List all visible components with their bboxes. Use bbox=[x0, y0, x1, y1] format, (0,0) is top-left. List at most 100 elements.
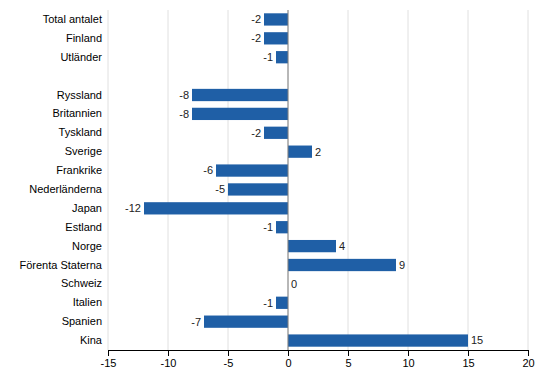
tick-label: Sverige bbox=[65, 145, 102, 157]
tick-label: Frankrike bbox=[56, 164, 102, 176]
data-label: 15 bbox=[471, 334, 483, 346]
data-label: -1 bbox=[263, 221, 273, 233]
grid-line bbox=[408, 10, 409, 350]
tick-label: 15 bbox=[462, 357, 474, 369]
bar bbox=[288, 146, 312, 158]
tick-mark bbox=[108, 350, 109, 356]
data-label: -1 bbox=[263, 51, 273, 63]
data-label: 2 bbox=[315, 146, 321, 158]
tick-label: Spanien bbox=[62, 315, 102, 327]
tick-label: Förenta Staterna bbox=[19, 259, 102, 271]
bar bbox=[276, 297, 288, 309]
bar bbox=[276, 221, 288, 233]
tick: Nederländerna bbox=[29, 183, 103, 195]
zero-line bbox=[288, 10, 289, 350]
tick-mark bbox=[288, 350, 289, 356]
tick-mark bbox=[468, 350, 469, 356]
tick-label: -5 bbox=[224, 357, 234, 369]
tick: Förenta Staterna bbox=[19, 259, 102, 271]
data-label: -8 bbox=[179, 108, 189, 120]
grid-line bbox=[348, 10, 349, 350]
data-label: -2 bbox=[251, 13, 261, 25]
tick-label: Tyskland bbox=[59, 126, 102, 138]
tick: -10 bbox=[161, 350, 177, 369]
tick: Japan bbox=[72, 202, 102, 214]
data-label: -6 bbox=[203, 164, 213, 176]
tick: Finland bbox=[66, 32, 102, 44]
grid-line bbox=[468, 10, 469, 350]
tick-label: Ryssland bbox=[57, 89, 102, 101]
chart: -15-10-505101520Total antaletFinlandUtlä… bbox=[0, 0, 546, 376]
tick-label: Kina bbox=[80, 334, 103, 346]
tick-label: 10 bbox=[402, 357, 414, 369]
data-label: 4 bbox=[339, 240, 345, 252]
tick-label: Utländer bbox=[60, 51, 102, 63]
axis-line bbox=[109, 351, 529, 357]
data-label: -2 bbox=[251, 32, 261, 44]
tick: Utländer bbox=[60, 51, 102, 63]
tick: Spanien bbox=[62, 315, 102, 327]
tick: Norge bbox=[72, 240, 102, 252]
bar bbox=[228, 183, 288, 195]
tick-label: Norge bbox=[72, 240, 102, 252]
grid-line bbox=[108, 10, 109, 350]
tick: Italien bbox=[73, 296, 102, 308]
bar bbox=[288, 334, 468, 346]
tick: Sverige bbox=[65, 145, 102, 157]
bar bbox=[264, 13, 288, 25]
bar bbox=[264, 127, 288, 139]
bar bbox=[192, 89, 288, 101]
bar bbox=[204, 316, 288, 328]
y-axis: Total antalet Finland Utländer Ryssland Brit… bbox=[19, 13, 102, 346]
grid bbox=[108, 10, 528, 350]
bar bbox=[276, 51, 288, 63]
tick-mark bbox=[408, 350, 409, 356]
tick: 20 bbox=[522, 350, 534, 369]
data-label: -12 bbox=[125, 202, 141, 214]
tick-mark bbox=[348, 350, 349, 356]
grid-line bbox=[168, 10, 169, 350]
tick: 15 bbox=[462, 350, 474, 369]
grid-line bbox=[288, 10, 289, 350]
tick-mark bbox=[528, 350, 529, 356]
tick-label: Nederländerna bbox=[29, 183, 103, 195]
tick-label: 0 bbox=[285, 357, 291, 369]
tick-label: Britannien bbox=[52, 107, 102, 119]
data-labels: -2-2-1-8-8-22-6-5-12-1490-1-715 bbox=[125, 13, 483, 346]
tick: 5 bbox=[345, 350, 351, 369]
tick-label: Total antalet bbox=[43, 13, 102, 25]
data-label: -2 bbox=[251, 127, 261, 139]
tick: Kina bbox=[80, 334, 103, 346]
data-label: -8 bbox=[179, 89, 189, 101]
data-label: 9 bbox=[399, 259, 405, 271]
x-axis: -15 -10 -5 0 5 10 15 20 bbox=[101, 350, 535, 369]
grid-line bbox=[228, 10, 229, 350]
bar bbox=[144, 202, 288, 214]
data-label: -5 bbox=[215, 183, 225, 195]
bar bbox=[288, 240, 336, 252]
plot: -15-10-505101520Total antaletFinlandUtlä… bbox=[19, 10, 534, 369]
tick-label: -15 bbox=[101, 357, 117, 369]
bars bbox=[144, 13, 468, 346]
tick: Frankrike bbox=[56, 164, 102, 176]
data-label: -7 bbox=[191, 316, 201, 328]
tick-mark bbox=[168, 350, 169, 356]
tick-label: Japan bbox=[72, 202, 102, 214]
tick: Ryssland bbox=[57, 89, 102, 101]
bar bbox=[216, 164, 288, 176]
tick: 0 bbox=[285, 350, 291, 369]
tick-label: Italien bbox=[73, 296, 102, 308]
tick-label: 20 bbox=[522, 357, 534, 369]
tick: Estland bbox=[65, 221, 102, 233]
tick: Schweiz bbox=[61, 277, 102, 289]
tick-label: 5 bbox=[345, 357, 351, 369]
data-label: 0 bbox=[291, 278, 297, 290]
tick: Tyskland bbox=[59, 126, 102, 138]
tick-mark bbox=[228, 350, 229, 356]
data-label: -1 bbox=[263, 297, 273, 309]
bar bbox=[288, 259, 396, 271]
tick-label: Finland bbox=[66, 32, 102, 44]
tick-label: Schweiz bbox=[61, 277, 102, 289]
tick: Total antalet bbox=[43, 13, 102, 25]
bar bbox=[264, 32, 288, 44]
